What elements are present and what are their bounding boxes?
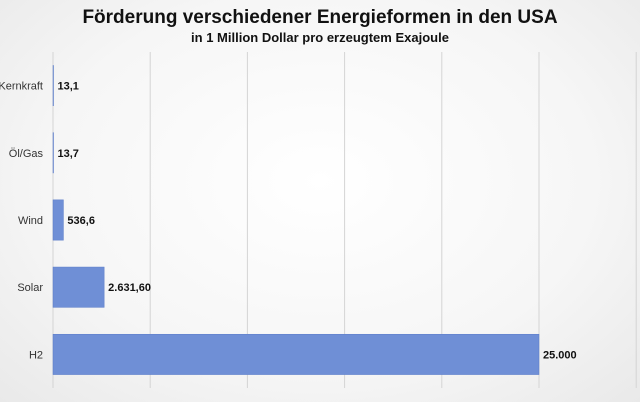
category-labels: Kernkraft Öl/Gas Wind Solar H2 bbox=[0, 81, 43, 362]
bar-0 bbox=[52, 65, 54, 107]
category-label: Kernkraft bbox=[0, 81, 43, 93]
data-label: 2.631,60 bbox=[108, 282, 151, 294]
bar-4 bbox=[52, 333, 540, 375]
category-label: Wind bbox=[18, 215, 43, 227]
category-label: H2 bbox=[29, 349, 43, 361]
bar-1 bbox=[52, 132, 54, 174]
category-label: Öl/Gas bbox=[9, 148, 44, 160]
data-label: 25.000 bbox=[543, 349, 577, 361]
category-label: Solar bbox=[17, 282, 43, 294]
chart-subtitle: in 1 Million Dollar pro erzeugtem Exajou… bbox=[191, 30, 449, 45]
data-labels: 13,1 13,7 536,6 2.631,60 25.000 bbox=[58, 81, 577, 362]
bar-2 bbox=[52, 199, 64, 241]
data-label: 13,1 bbox=[58, 81, 79, 93]
bars bbox=[52, 65, 540, 375]
gridlines bbox=[52, 52, 637, 388]
bar-3 bbox=[52, 266, 105, 308]
data-label: 536,6 bbox=[67, 215, 95, 227]
data-label: 13,7 bbox=[58, 148, 79, 160]
chart-title: Förderung verschiedener Energieformen in… bbox=[82, 7, 557, 28]
